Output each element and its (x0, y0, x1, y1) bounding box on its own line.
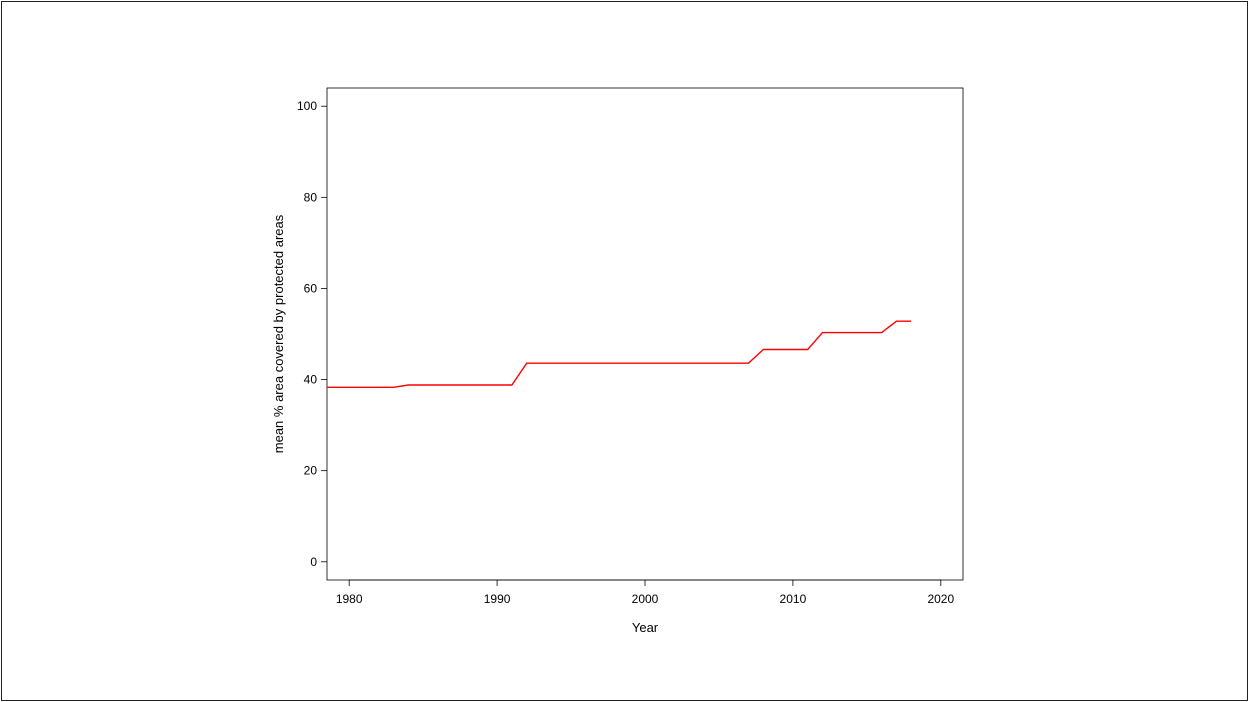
y-tick-label: 60 (304, 281, 318, 295)
y-axis: 0 20 40 60 80 100 (297, 99, 327, 569)
x-axis-title: Year (632, 620, 659, 635)
y-tick-label: 0 (310, 555, 317, 569)
x-tick-label: 2010 (780, 592, 807, 606)
x-tick-label: 1980 (336, 592, 363, 606)
series-layer (327, 320, 912, 388)
y-tick-label: 80 (304, 190, 318, 204)
x-axis: 1980 1990 2000 2010 2020 (336, 579, 954, 606)
x-tick-label: 1990 (484, 592, 511, 606)
plot-area (326, 87, 964, 581)
y-tick-label: 20 (304, 464, 318, 478)
y-tick-label: 40 (304, 373, 318, 387)
series-line (327, 320, 912, 388)
x-tick-label: 2000 (632, 592, 659, 606)
y-axis-title: mean % area covered by protected areas (271, 214, 286, 453)
y-tick-label: 100 (297, 99, 317, 113)
x-tick-label: 2020 (927, 592, 954, 606)
